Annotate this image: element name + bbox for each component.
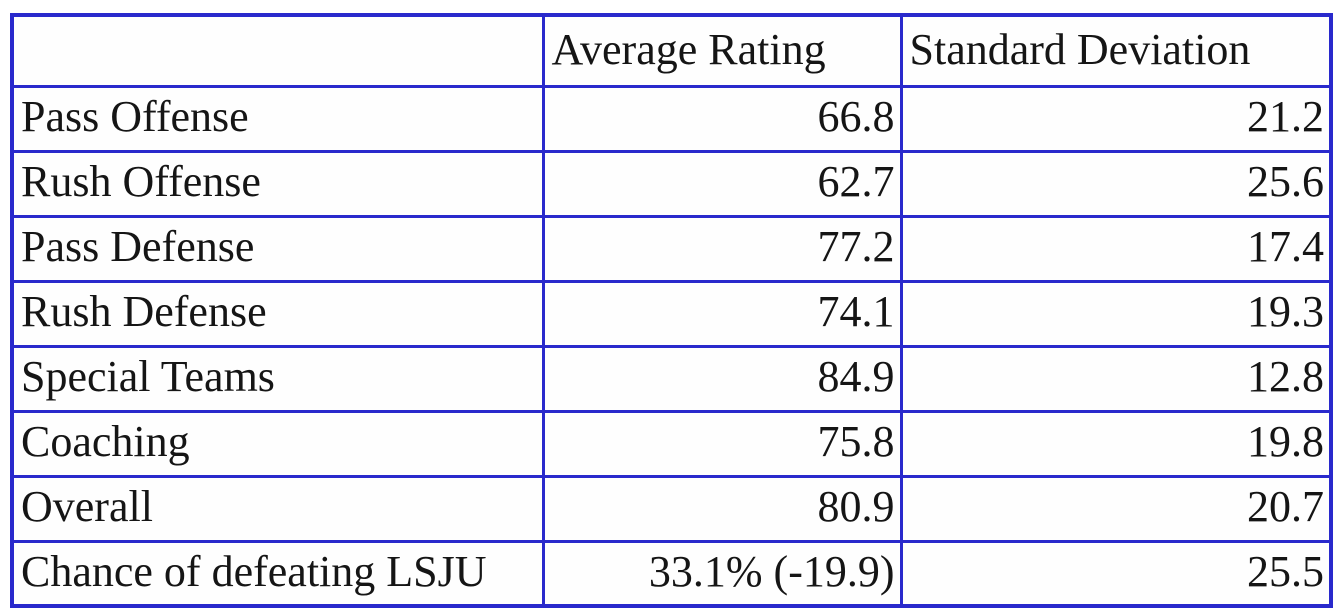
average-rating-value: 84.9 <box>541 344 903 413</box>
header-row: Average Rating Standard Deviation <box>10 13 1333 88</box>
standard-deviation-value: 17.4 <box>899 214 1333 283</box>
standard-deviation-value: 25.5 <box>899 539 1333 608</box>
table-row: Pass Offense 66.8 21.2 <box>10 84 1333 153</box>
average-rating-value: 66.8 <box>541 84 903 153</box>
standard-deviation-value: 12.8 <box>899 344 1333 413</box>
table-row: Overall 80.9 20.7 <box>10 474 1333 543</box>
standard-deviation-value: 19.8 <box>899 409 1333 478</box>
standard-deviation-value: 21.2 <box>899 84 1333 153</box>
average-rating-value: 75.8 <box>541 409 903 478</box>
standard-deviation-value: 20.7 <box>899 474 1333 543</box>
row-label: Coaching <box>10 409 545 478</box>
row-label: Special Teams <box>10 344 545 413</box>
col-header-standard-deviation: Standard Deviation <box>899 13 1333 88</box>
average-rating-value: 77.2 <box>541 214 903 283</box>
table-row: Coaching 75.8 19.8 <box>10 409 1333 478</box>
col-header-average-rating: Average Rating <box>541 13 903 88</box>
average-rating-value: 62.7 <box>541 149 903 218</box>
average-rating-value: 33.1% (-19.9) <box>541 539 903 608</box>
row-label: Pass Defense <box>10 214 545 283</box>
standard-deviation-value: 25.6 <box>899 149 1333 218</box>
table-row: Rush Offense 62.7 25.6 <box>10 149 1333 218</box>
average-rating-value: 74.1 <box>541 279 903 348</box>
row-label: Chance of defeating LSJU <box>10 539 545 608</box>
row-label: Rush Defense <box>10 279 545 348</box>
table-row: Chance of defeating LSJU 33.1% (-19.9) 2… <box>10 539 1333 608</box>
row-label: Pass Offense <box>10 84 545 153</box>
table-row: Pass Defense 77.2 17.4 <box>10 214 1333 283</box>
corner-cell <box>10 13 545 88</box>
table-row: Special Teams 84.9 12.8 <box>10 344 1333 413</box>
row-label: Rush Offense <box>10 149 545 218</box>
ratings-table: Average Rating Standard Deviation Pass O… <box>10 13 1333 608</box>
average-rating-value: 80.9 <box>541 474 903 543</box>
standard-deviation-value: 19.3 <box>899 279 1333 348</box>
row-label: Overall <box>10 474 545 543</box>
table-row: Rush Defense 74.1 19.3 <box>10 279 1333 348</box>
